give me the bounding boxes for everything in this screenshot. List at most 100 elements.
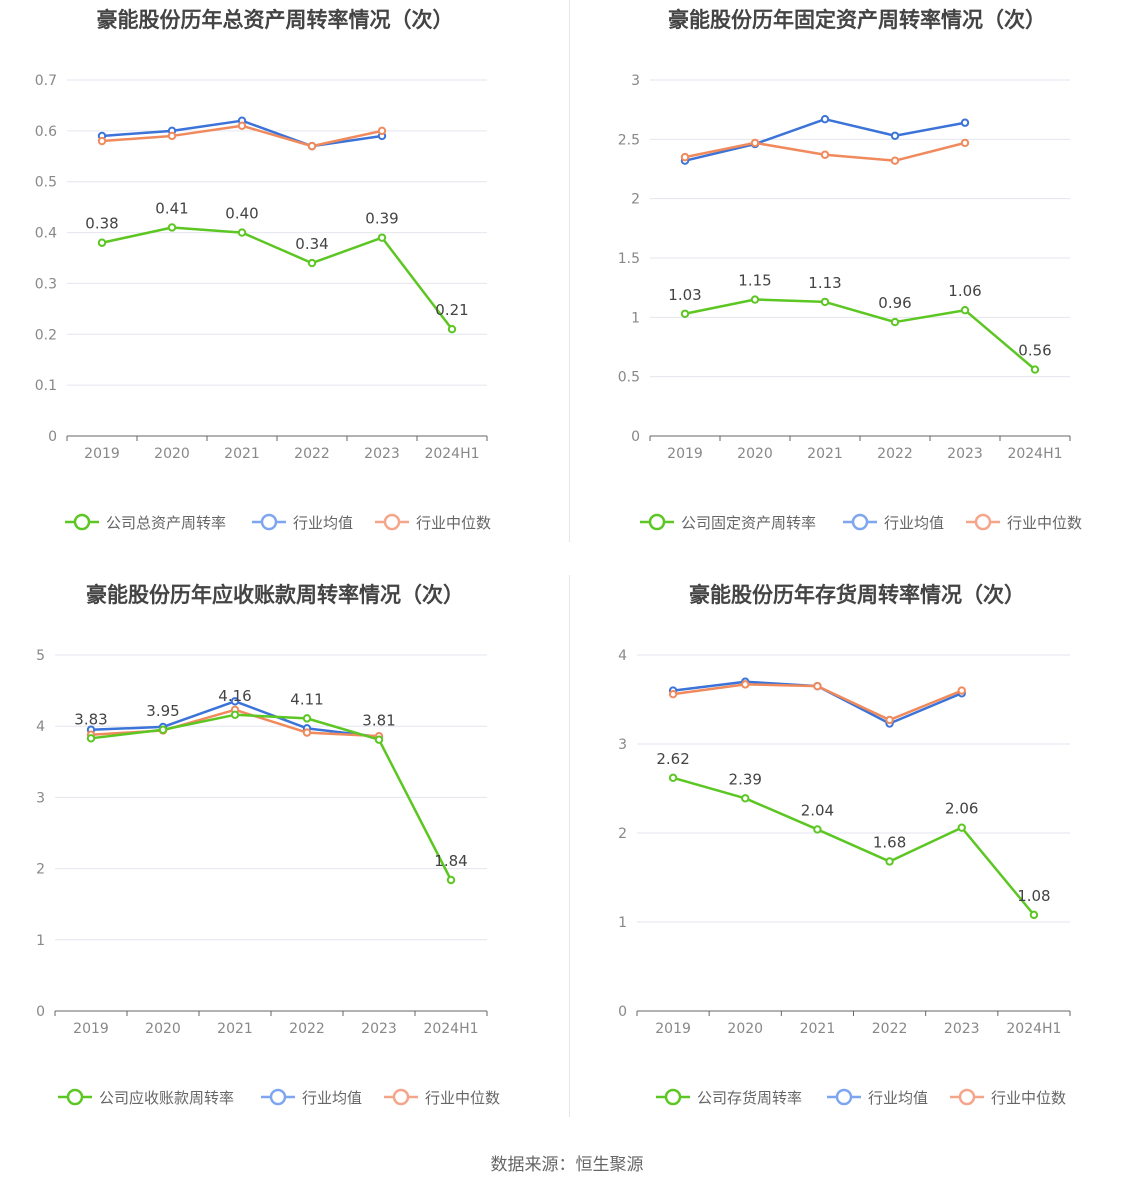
y-tick-label: 1.5: [618, 251, 640, 267]
legend-label: 行业中位数: [1007, 514, 1082, 532]
legend-swatch-marker: [260, 513, 278, 531]
legend-swatch-marker: [383, 513, 401, 531]
x-tick-label: 2019: [84, 446, 120, 462]
legend-item[interactable]: 行业中位数: [375, 513, 491, 532]
data-point: [680, 309, 690, 318]
y-tick-label: 0.3: [35, 276, 57, 292]
line-chart-fixed-asset-turnover: 0 0.5 1 1.5 2 2.5 3 2019 2020 2021 2022 2023 2024H1 1…: [618, 73, 1082, 532]
data-point: [446, 875, 456, 885]
x-tick-label: 2024H1: [1006, 1021, 1061, 1037]
legend-swatch-marker: [664, 1088, 682, 1106]
y-tick-label: 3: [618, 737, 627, 753]
legend-item[interactable]: 行业均值: [252, 513, 353, 532]
y-tick-label: 0.7: [35, 73, 57, 89]
data-label: 3.81: [362, 712, 395, 730]
data-point: [447, 325, 457, 334]
data-point: [750, 138, 760, 148]
data-label: 1.06: [948, 282, 981, 300]
data-point: [820, 150, 830, 159]
y-tick-label: 0.6: [35, 124, 57, 140]
data-point: [890, 131, 900, 140]
y-tick-label: 2: [36, 862, 45, 878]
data-point: [237, 228, 247, 237]
x-tick-label: 2023: [361, 1021, 397, 1037]
data-label: 0.34: [295, 235, 328, 253]
legend-item[interactable]: 行业均值: [843, 513, 944, 532]
data-point: [890, 317, 900, 327]
legend-item[interactable]: 行业均值: [261, 1088, 362, 1107]
chart-title: 豪能股份历年固定资产周转率情况（次）: [668, 8, 1046, 32]
chart-title: 豪能股份历年存货周转率情况（次）: [689, 583, 1025, 607]
data-label: 1.13: [808, 274, 841, 292]
data-point: [1029, 910, 1039, 920]
data-point: [307, 258, 317, 268]
data-point: [158, 725, 168, 734]
line-chart-receivables-turnover: 0 1 2 3 4 5 2019 2020 2021 2022 2023 2024H1 3.83 3.95…: [36, 648, 500, 1107]
x-tick-label: 2023: [364, 446, 400, 462]
vertical-divider: [569, 0, 570, 542]
x-tick-label: 2020: [154, 446, 190, 462]
chart-title: 豪能股份历年总资产周转率情况（次）: [96, 8, 454, 32]
legend-item[interactable]: 行业中位数: [966, 513, 1082, 532]
legend-item[interactable]: 行业中位数: [384, 1088, 500, 1107]
data-point: [230, 697, 240, 706]
chart-panel-receivables-turnover: 豪能股份历年应收账款周转率情况（次） 0 1 2 3 4 5 2019 2020 2021 202…: [0, 575, 560, 1120]
x-tick-label: 2021: [800, 1021, 836, 1037]
y-tick-label: 2: [618, 826, 627, 842]
x-tick-label: 2024H1: [424, 446, 479, 462]
y-tick-label: 1: [631, 310, 640, 326]
legend-item[interactable]: 公司应收账款周转率: [58, 1088, 234, 1107]
legend-label: 公司总资产周转率: [106, 514, 226, 532]
data-point: [167, 223, 177, 232]
data-label: 2.62: [656, 750, 689, 768]
data-point: [668, 773, 678, 783]
data-point: [668, 689, 678, 699]
data-point: [97, 238, 107, 247]
data-point: [750, 295, 760, 304]
data-label: 1.15: [738, 272, 771, 290]
series-line: [101, 226, 453, 330]
data-point: [957, 686, 966, 695]
legend-item[interactable]: 公司固定资产周转率: [640, 513, 816, 532]
x-tick-label: 2023: [944, 1021, 980, 1037]
series-line: [90, 713, 453, 881]
legend-swatch-marker: [835, 1088, 853, 1106]
legend-item[interactable]: 行业均值: [827, 1088, 928, 1107]
legend-swatch-marker: [392, 1088, 410, 1106]
data-point: [741, 794, 750, 803]
data-point: [957, 823, 966, 832]
data-label: 0.41: [155, 199, 188, 217]
data-label: 4.11: [290, 690, 323, 708]
y-tick-label: 0.1: [35, 378, 57, 394]
legend-swatch-marker: [851, 513, 869, 531]
y-tick-label: 0: [631, 429, 640, 445]
data-label: 0.21: [435, 301, 468, 319]
x-tick-label: 2019: [655, 1021, 691, 1037]
legend-item[interactable]: 行业中位数: [950, 1088, 1066, 1107]
y-tick-label: 2.5: [618, 132, 640, 148]
data-label: 1.08: [1017, 887, 1050, 905]
y-tick-label: 4: [618, 648, 627, 664]
x-tick-label: 2020: [727, 1021, 763, 1037]
data-point: [885, 715, 894, 725]
line-chart-inventory-turnover: 0 1 2 3 4 2019 2020 2021 2022 2023 2024H1 2.62 2.39 2…: [618, 648, 1071, 1107]
data-point: [813, 681, 822, 691]
legend-item[interactable]: 公司存货周转率: [656, 1088, 802, 1107]
legend-label: 行业中位数: [425, 1089, 500, 1107]
legend-label: 公司存货周转率: [697, 1089, 802, 1107]
x-tick-label: 2023: [947, 446, 983, 462]
y-tick-label: 0.2: [35, 327, 57, 343]
x-tick-label: 2021: [217, 1021, 253, 1037]
legend-label: 公司固定资产周转率: [681, 514, 816, 532]
data-point: [377, 126, 387, 136]
y-tick-label: 0: [36, 1004, 45, 1020]
y-tick-label: 4: [36, 719, 45, 735]
line-chart-total-asset-turnover: 0 0.1 0.2 0.3 0.4 0.5 0.6 0.7 2019 2020 2021 2022 20…: [35, 73, 491, 532]
x-tick-label: 2022: [877, 446, 913, 462]
data-point: [680, 152, 690, 162]
y-tick-label: 3: [36, 790, 45, 806]
data-point: [307, 141, 317, 151]
data-label: 0.56: [1018, 342, 1051, 360]
legend-item[interactable]: 公司总资产周转率: [65, 513, 226, 532]
x-tick-label: 2024H1: [1007, 446, 1062, 462]
